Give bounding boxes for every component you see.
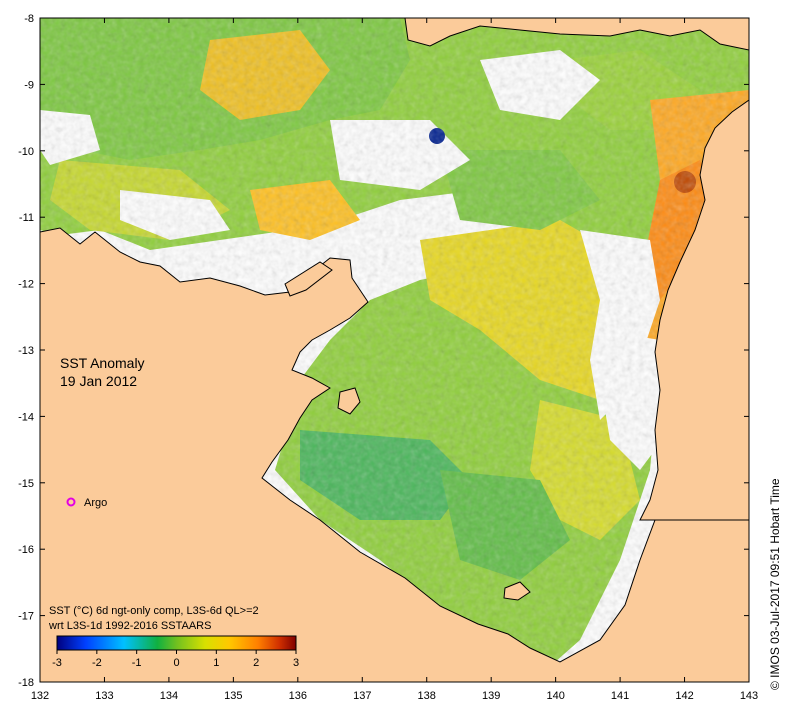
x-tick-label: 132 bbox=[31, 690, 49, 702]
colorbar-tick-label: -1 bbox=[132, 657, 142, 669]
y-tick-label: -11 bbox=[19, 212, 34, 224]
x-tick-label: 134 bbox=[160, 690, 178, 702]
colorbar-ticks: -3 -2 -1 0 1 2 3 bbox=[52, 650, 299, 669]
y-tick-label: -13 bbox=[18, 345, 34, 357]
land-island-south bbox=[503, 581, 531, 601]
y-tick-label: -14 bbox=[18, 411, 34, 423]
y-tick-label: -18 bbox=[18, 677, 34, 689]
colorbar-tick-label: 0 bbox=[173, 657, 179, 669]
y-tick-label: -10 bbox=[18, 146, 34, 158]
land-cape-york bbox=[639, 18, 749, 521]
x-tick-label: 141 bbox=[611, 690, 629, 702]
land-island-gulf bbox=[337, 387, 361, 415]
y-tick-label: -12 bbox=[18, 279, 34, 291]
y-tick-label: -17 bbox=[18, 611, 34, 623]
colorbar-tick-label: -3 bbox=[52, 657, 62, 669]
colorbar-tick-label: 3 bbox=[293, 657, 299, 669]
x-axis: 132 133 134 135 136 137 138 139 140 141 142 143 bbox=[31, 18, 758, 702]
x-tick-label: 139 bbox=[482, 690, 500, 702]
colorbar-tick-label: -2 bbox=[92, 657, 102, 669]
legend-line1: SST (°C) 6d ngt-only comp, L3S-6d QL>=2 bbox=[49, 605, 259, 617]
x-tick-label: 142 bbox=[675, 690, 693, 702]
y-axis: -8-9-10-11-12-13-14-15-16-17-18 bbox=[18, 13, 749, 689]
argo-label: Argo bbox=[84, 497, 107, 509]
x-tick-label: 140 bbox=[546, 690, 564, 702]
legend-line2: wrt L3S-1d 1992-2016 SSTAARS bbox=[48, 620, 211, 632]
x-tick-label: 137 bbox=[353, 690, 371, 702]
colorbar-tick-label: 2 bbox=[253, 657, 259, 669]
land-island-north bbox=[284, 261, 333, 297]
x-tick-label: 136 bbox=[289, 690, 307, 702]
y-tick-label: -8 bbox=[24, 13, 34, 25]
x-tick-label: 135 bbox=[224, 690, 242, 702]
imos-credit: © IMOS 03-Jul-2017 09:51 Hobart Time bbox=[768, 478, 782, 690]
y-tick-label: -9 bbox=[24, 79, 34, 91]
colorbar bbox=[56, 635, 297, 651]
map-date: 19 Jan 2012 bbox=[60, 373, 137, 389]
argo-marker: Argo bbox=[66, 497, 107, 509]
argo-marker-icon bbox=[66, 497, 76, 507]
colorbar-tick-label: 1 bbox=[213, 657, 219, 669]
land-layer bbox=[40, 18, 749, 682]
map-title: SST Anomaly bbox=[60, 355, 145, 371]
x-tick-label: 143 bbox=[740, 690, 758, 702]
x-tick-label: 133 bbox=[95, 690, 113, 702]
y-tick-label: -15 bbox=[18, 478, 34, 490]
x-tick-label: 138 bbox=[418, 690, 436, 702]
colorbar-legend: SST (°C) 6d ngt-only comp, L3S-6d QL>=2 … bbox=[48, 605, 299, 669]
y-tick-label: -16 bbox=[18, 544, 34, 556]
land-new-guinea bbox=[404, 18, 749, 51]
